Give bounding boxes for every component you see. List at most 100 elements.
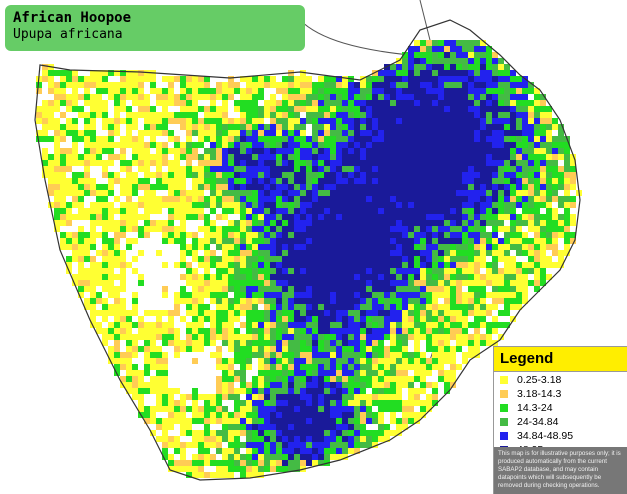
grid-cell [300, 88, 306, 94]
grid-cell [432, 88, 438, 94]
grid-cell [270, 214, 276, 220]
grid-cell [468, 106, 474, 112]
grid-cell [54, 166, 60, 172]
grid-cell [300, 124, 306, 130]
grid-cell [474, 58, 480, 64]
grid-cell [48, 106, 54, 112]
grid-cell [276, 112, 282, 118]
grid-cell [468, 262, 474, 268]
grid-cell [210, 322, 216, 328]
grid-cell [474, 226, 480, 232]
grid-cell [492, 298, 498, 304]
grid-cell [474, 112, 480, 118]
grid-cell [252, 376, 258, 382]
grid-cell [210, 94, 216, 100]
grid-cell [492, 244, 498, 250]
grid-cell [444, 112, 450, 118]
grid-cell [102, 166, 108, 172]
grid-cell [426, 322, 432, 328]
grid-cell [396, 154, 402, 160]
grid-cell [480, 76, 486, 82]
grid-cell [162, 292, 168, 298]
grid-cell [432, 76, 438, 82]
grid-cell [426, 406, 432, 412]
grid-cell [210, 208, 216, 214]
grid-cell [252, 136, 258, 142]
grid-cell [546, 160, 552, 166]
grid-cell [282, 442, 288, 448]
grid-cell [216, 244, 222, 250]
grid-cell [378, 238, 384, 244]
grid-cell [546, 238, 552, 244]
grid-cell [408, 70, 414, 76]
grid-cell [474, 142, 480, 148]
grid-cell [456, 70, 462, 76]
grid-cell [450, 190, 456, 196]
grid-cell [534, 106, 540, 112]
grid-cell [240, 172, 246, 178]
grid-cell [168, 238, 174, 244]
grid-cell [384, 424, 390, 430]
grid-cell [540, 154, 546, 160]
grid-cell [156, 346, 162, 352]
grid-cell [288, 388, 294, 394]
grid-cell [90, 118, 96, 124]
grid-cell [288, 436, 294, 442]
grid-cell [342, 310, 348, 316]
grid-cell [222, 448, 228, 454]
grid-cell [144, 172, 150, 178]
grid-cell [72, 244, 78, 250]
grid-cell [390, 178, 396, 184]
grid-cell [504, 106, 510, 112]
grid-cell [222, 388, 228, 394]
grid-cell [408, 244, 414, 250]
grid-cell [444, 166, 450, 172]
grid-cell [498, 64, 504, 70]
legend-swatch [500, 403, 508, 412]
grid-cell [462, 118, 468, 124]
grid-cell [216, 112, 222, 118]
grid-cell [318, 88, 324, 94]
grid-cell [402, 130, 408, 136]
grid-cell [300, 394, 306, 400]
grid-cell [444, 130, 450, 136]
grid-cell [390, 106, 396, 112]
grid-cell [240, 130, 246, 136]
grid-cell [450, 64, 456, 70]
grid-cell [354, 274, 360, 280]
grid-cell [402, 106, 408, 112]
grid-cell [300, 268, 306, 274]
grid-cell [504, 304, 510, 310]
grid-cell [372, 232, 378, 238]
grid-cell [390, 412, 396, 418]
grid-cell [258, 340, 264, 346]
grid-cell [456, 286, 462, 292]
grid-cell [384, 352, 390, 358]
grid-cell [510, 94, 516, 100]
grid-cell [180, 340, 186, 346]
grid-cell [240, 400, 246, 406]
legend-label: 14.3-24 [517, 401, 553, 414]
grid-cell [468, 346, 474, 352]
grid-cell [324, 226, 330, 232]
grid-cell [144, 364, 150, 370]
grid-cell [306, 220, 312, 226]
grid-cell [372, 100, 378, 106]
grid-cell [270, 154, 276, 160]
grid-cell [468, 154, 474, 160]
grid-cell [354, 340, 360, 346]
grid-cell [366, 304, 372, 310]
grid-cell [450, 364, 456, 370]
grid-cell [414, 58, 420, 64]
grid-cell [96, 154, 102, 160]
grid-cell [510, 280, 516, 286]
grid-cell [246, 154, 252, 160]
grid-cell [312, 412, 318, 418]
grid-cell [264, 76, 270, 82]
grid-cell [96, 184, 102, 190]
grid-cell [420, 376, 426, 382]
grid-cell [396, 208, 402, 214]
grid-cell [474, 70, 480, 76]
grid-cell [528, 250, 534, 256]
grid-cell [198, 202, 204, 208]
